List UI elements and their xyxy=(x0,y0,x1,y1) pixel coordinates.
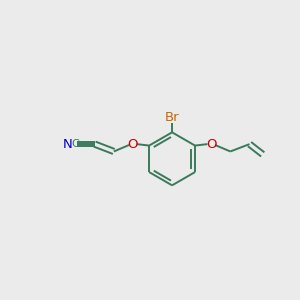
Text: Br: Br xyxy=(165,111,179,124)
Text: N: N xyxy=(63,138,72,151)
Text: O: O xyxy=(206,138,217,151)
Text: C: C xyxy=(71,139,79,148)
Text: O: O xyxy=(128,138,138,151)
